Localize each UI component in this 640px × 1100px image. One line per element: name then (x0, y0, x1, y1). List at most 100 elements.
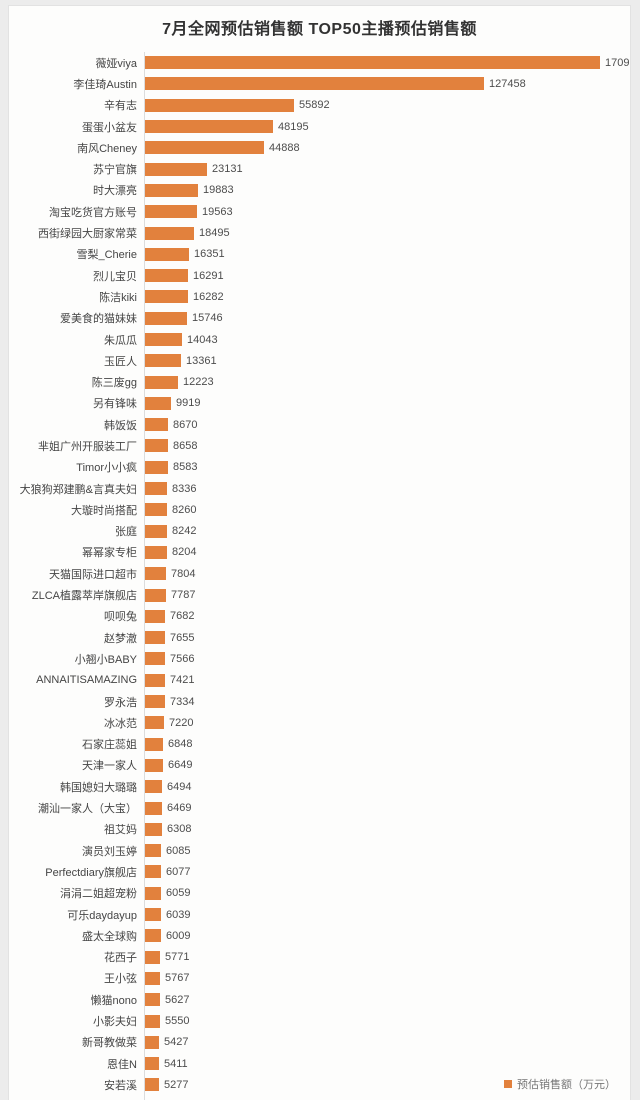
chart-title: 7月全网预估销售额 TOP50主播预估销售额 (162, 21, 477, 38)
bar-area: 7804 (144, 563, 630, 585)
bar-row: 西街绿园大厨家常菜 18495 (9, 222, 630, 244)
sales-bar (145, 865, 161, 879)
sales-bar (145, 1035, 159, 1049)
bar-row: 陈三废gg 12223 (9, 371, 630, 393)
streamer-label: Perfectdiary旗舰店 (45, 866, 137, 879)
sales-value: 15746 (192, 312, 223, 325)
bar-area: 16282 (144, 286, 630, 308)
sales-value: 8670 (173, 418, 198, 431)
bar-row: 淘宝吃货官方账号 19563 (9, 201, 630, 223)
sales-bar (145, 396, 171, 410)
bar-area: 7655 (144, 627, 630, 649)
sales-value: 5550 (165, 1015, 190, 1027)
sales-value: 7804 (171, 567, 196, 580)
bar-row: 芈姐广州开服装工厂 8658 (9, 435, 630, 457)
streamer-label: 芈姐广州开服装工厂 (38, 440, 137, 453)
bar-area: 6009 (144, 925, 630, 947)
sales-bar (145, 609, 165, 623)
bar-row: 爱美食的猫妹妹 15746 (9, 307, 630, 329)
streamer-label: 陈三废gg (91, 377, 137, 390)
streamer-label: 朱瓜瓜 (104, 334, 137, 347)
bar-row: 祖艾妈 6308 (9, 818, 630, 840)
bar-area: 5627 (144, 989, 630, 1011)
bar-area: 6039 (144, 903, 630, 926)
bar-area: 5277 (144, 1074, 630, 1096)
sales-bar (145, 758, 163, 772)
bar-row: 可乐daydayup 6039 (9, 903, 630, 926)
sales-value: 6848 (168, 738, 193, 751)
bar-area: 5771 (144, 946, 630, 968)
bar-row: 冰冰范 7220 (9, 712, 630, 734)
streamer-label: 石家庄蕊姐 (82, 739, 137, 752)
sales-value: 7566 (170, 652, 195, 665)
bar-row: 潮汕一家人（大宝） 6469 (9, 797, 630, 819)
streamer-label: 烈儿宝贝 (93, 270, 137, 283)
bar-area: 7682 (144, 605, 630, 628)
sales-value: 6009 (166, 929, 191, 942)
bar-row: 恩佳N 5411 (9, 1052, 630, 1075)
bar-area: 7220 (144, 712, 630, 734)
sales-bar (145, 333, 182, 346)
bar-row: 花西子 5771 (9, 946, 630, 968)
streamer-label: 韩饭饭 (104, 419, 137, 432)
streamer-label: 西街绿园大厨家常菜 (38, 228, 137, 241)
bar-row: 朱瓜瓜 14043 (9, 328, 630, 351)
bar-row: 玉匠人 13361 (9, 350, 630, 372)
streamer-label: 恩佳N (107, 1058, 137, 1071)
streamer-label: 爱美食的猫妹妹 (60, 313, 137, 326)
streamer-label: 罗永浩 (104, 696, 137, 709)
bar-row: 韩国媳妇大璐璐 6494 (9, 776, 630, 798)
bar-area: 15746 (144, 307, 630, 329)
sales-bar (145, 780, 162, 794)
bar-area: 9919 (144, 392, 630, 415)
bar-area: 48195 (144, 115, 630, 138)
bar-row: 天津一家人 6649 (9, 754, 630, 777)
streamer-label: 天猫国际进口超市 (49, 568, 137, 581)
sales-bar (145, 1014, 160, 1028)
bar-area: 16291 (144, 264, 630, 287)
bar-area: 6469 (144, 797, 630, 819)
sales-bar (145, 673, 165, 687)
legend-swatch-icon (504, 1080, 512, 1088)
sales-value: 55892 (299, 99, 330, 112)
streamer-label: 雪梨_Cherie (76, 249, 137, 262)
sales-value: 8260 (172, 503, 197, 516)
bar-row: 李佳琦Austin 127458 (9, 73, 630, 95)
bar-row: Perfectdiary旗舰店 6077 (9, 861, 630, 883)
sales-bar (145, 737, 163, 751)
bar-row: 安若溪 5277 (9, 1074, 630, 1096)
sales-bar (145, 120, 273, 134)
sales-value: 6039 (166, 908, 191, 921)
bar-area: 127458 (144, 73, 630, 95)
sales-bar (145, 183, 198, 197)
bar-row: 石家庄蕊姐 6848 (9, 733, 630, 755)
sales-bar (145, 716, 164, 730)
streamer-label: 小影夫妇 (93, 1016, 137, 1028)
bar-row: 张庭 8242 (9, 520, 630, 542)
bar-area: 6649 (144, 754, 630, 777)
streamer-label: 天津一家人 (82, 760, 137, 773)
sales-bar (145, 929, 161, 943)
sales-value: 6494 (167, 780, 192, 793)
bar-row: 懒猫nono 5627 (9, 989, 630, 1011)
bar-area: 6059 (144, 882, 630, 904)
streamer-label: 演员刘玉婷 (82, 845, 137, 858)
sales-value: 5767 (165, 972, 190, 985)
streamer-label: 小翘小BABY (74, 653, 137, 666)
legend-label: 预估销售额（万元） (517, 1079, 616, 1091)
sales-bar (145, 226, 194, 240)
bar-area: 55892 (144, 94, 630, 116)
bar-row: 时大漂亮 19883 (9, 179, 630, 202)
sales-bar (145, 652, 165, 666)
sales-value: 14043 (187, 333, 218, 346)
bar-row: 罗永浩 7334 (9, 690, 630, 713)
sales-value: 7334 (170, 695, 195, 708)
streamer-label: 幂幂家专柜 (82, 547, 137, 560)
sales-bar (145, 311, 187, 325)
streamer-label: Timor小小疯 (76, 462, 137, 475)
sales-bar (145, 482, 167, 496)
streamer-label: 薇娅viya (95, 57, 137, 70)
bar-area: 5411 (144, 1052, 630, 1075)
bar-row: 韩饭饭 8670 (9, 414, 630, 436)
sales-value: 44888 (269, 141, 300, 154)
